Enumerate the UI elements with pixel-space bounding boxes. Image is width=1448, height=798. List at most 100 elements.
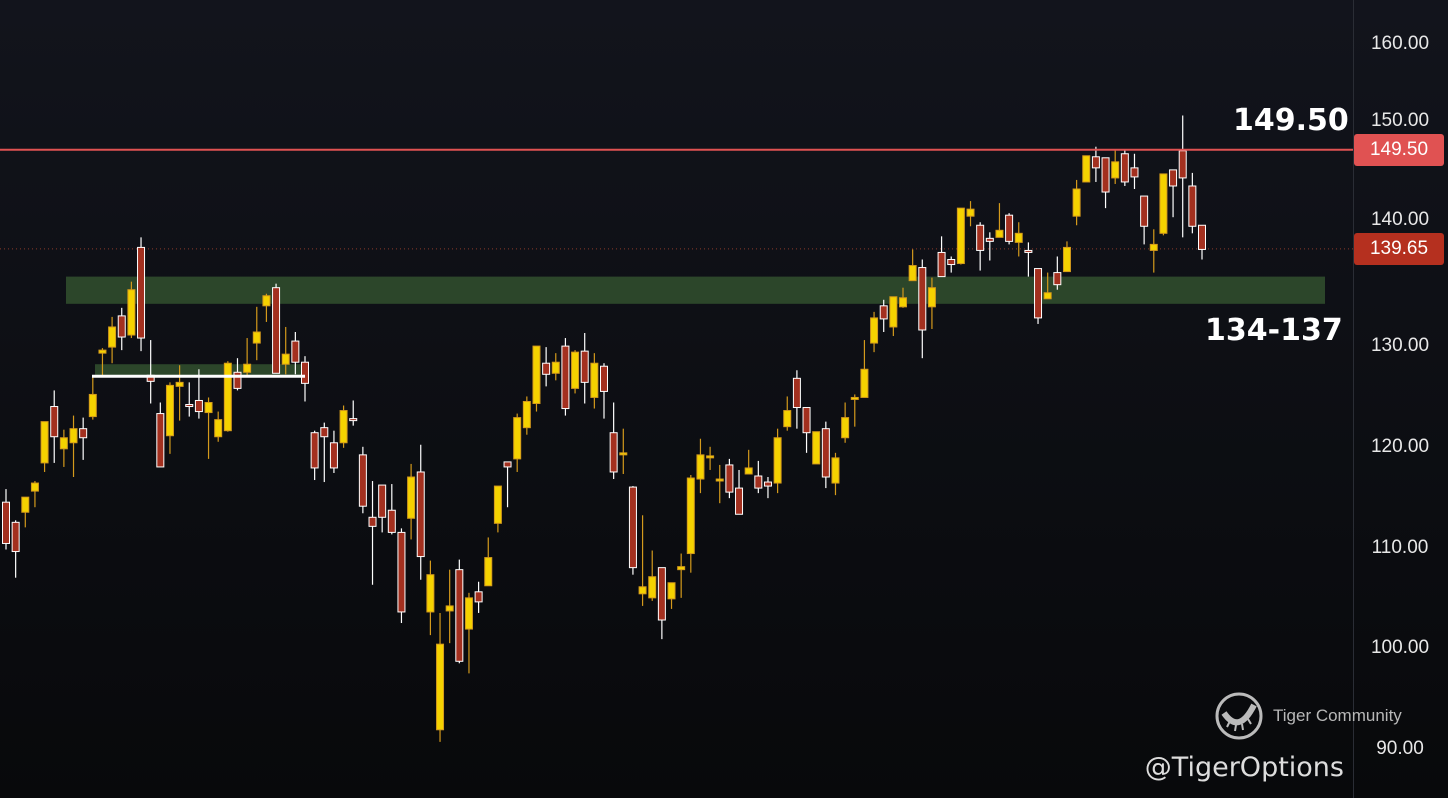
candle-up bbox=[204, 397, 213, 459]
candle-body bbox=[513, 417, 522, 460]
candle-down bbox=[1188, 172, 1197, 234]
candle-up bbox=[715, 464, 724, 504]
candle-body bbox=[628, 486, 637, 569]
candle-up bbox=[127, 281, 136, 339]
resistance-annotation: 149.50 bbox=[1233, 103, 1349, 138]
candle-down bbox=[358, 446, 367, 514]
candle-up bbox=[426, 560, 435, 636]
candle-body bbox=[156, 413, 165, 468]
candle-body bbox=[194, 399, 203, 413]
candle-down bbox=[11, 520, 20, 578]
candle-body bbox=[88, 393, 97, 418]
candle-body bbox=[69, 428, 78, 444]
candle-down bbox=[1169, 169, 1178, 218]
candle-body bbox=[426, 574, 435, 613]
candle-body bbox=[725, 464, 734, 493]
candle-down bbox=[503, 461, 512, 508]
candle-up bbox=[243, 338, 252, 376]
candle-body bbox=[1198, 224, 1206, 250]
candle-body bbox=[387, 509, 396, 533]
candle-up bbox=[744, 449, 753, 475]
candle-down bbox=[1178, 115, 1187, 238]
candle-down bbox=[725, 458, 734, 499]
candle-down bbox=[1034, 268, 1043, 324]
candle-down bbox=[580, 333, 589, 404]
candle-body bbox=[937, 251, 946, 278]
candle-body bbox=[79, 428, 88, 439]
candle-body bbox=[281, 353, 290, 365]
candle-body bbox=[358, 454, 367, 507]
candle-down bbox=[735, 469, 744, 515]
price-tick-label: 120.00 bbox=[1370, 435, 1430, 457]
candle-up bbox=[532, 345, 541, 412]
candle-down bbox=[1130, 153, 1139, 190]
candle-body bbox=[927, 287, 936, 308]
candle-down bbox=[416, 444, 425, 580]
candle-up bbox=[436, 612, 445, 742]
candle-body bbox=[1014, 232, 1023, 243]
candle-body bbox=[59, 437, 68, 450]
candle-body bbox=[966, 208, 975, 217]
candle-body bbox=[580, 350, 589, 383]
candle-up bbox=[956, 207, 965, 265]
candle-up bbox=[860, 340, 869, 398]
candle-body bbox=[1034, 268, 1043, 319]
candle-body bbox=[783, 410, 792, 428]
candle-down bbox=[754, 460, 763, 494]
candle-up bbox=[1111, 149, 1120, 184]
candle-body bbox=[754, 475, 763, 489]
candle-body bbox=[551, 361, 560, 374]
candle-up bbox=[40, 421, 49, 472]
candle-body bbox=[262, 295, 271, 307]
candle-up bbox=[667, 582, 676, 609]
candle-down bbox=[272, 283, 281, 374]
candle-body bbox=[1082, 155, 1091, 183]
candle-up bbox=[571, 350, 580, 394]
candle-down bbox=[985, 232, 994, 261]
candle-up bbox=[21, 496, 30, 528]
candle-body bbox=[175, 381, 184, 387]
candle-body bbox=[821, 428, 830, 478]
price-tick-label: 150.00 bbox=[1370, 109, 1430, 131]
candle-up bbox=[493, 485, 502, 533]
price-tick-label: 140.00 bbox=[1370, 208, 1430, 230]
candle-up bbox=[1062, 241, 1071, 273]
candle-body bbox=[657, 567, 666, 621]
tiger-smile-circle-icon bbox=[1215, 692, 1263, 740]
candle-body bbox=[850, 396, 859, 400]
candle-body bbox=[416, 471, 425, 558]
candle-body bbox=[792, 377, 801, 409]
candle-up bbox=[108, 316, 117, 364]
candle-up bbox=[262, 293, 271, 322]
candle-up bbox=[522, 396, 531, 435]
candle-body bbox=[715, 478, 724, 482]
candle-down bbox=[156, 402, 165, 468]
candle-body bbox=[908, 265, 917, 282]
candle-up bbox=[175, 365, 184, 421]
candle-up bbox=[648, 550, 657, 601]
candle-body bbox=[860, 368, 869, 398]
candle-down bbox=[763, 477, 772, 499]
candle-body bbox=[686, 477, 695, 555]
candle-up bbox=[696, 438, 705, 494]
price-tick-label: 160.00 bbox=[1370, 33, 1430, 54]
watermark-brand: Tiger Community bbox=[1273, 706, 1402, 725]
candle-down bbox=[320, 422, 329, 483]
candle-up bbox=[590, 353, 599, 409]
candle-down bbox=[50, 390, 59, 463]
candle-body bbox=[1091, 156, 1100, 169]
candle-up bbox=[551, 353, 560, 381]
candle-body bbox=[995, 229, 1004, 238]
candle-down bbox=[329, 430, 338, 473]
candle-up bbox=[252, 306, 261, 361]
candle-body bbox=[619, 452, 628, 456]
candle-body bbox=[21, 496, 30, 513]
candle-down bbox=[609, 402, 618, 480]
candle-body bbox=[30, 482, 39, 492]
candle-body bbox=[1111, 161, 1120, 179]
candle-body bbox=[464, 597, 473, 630]
candle-body bbox=[243, 363, 252, 373]
candle-up bbox=[214, 411, 223, 442]
candle-down bbox=[349, 400, 358, 426]
